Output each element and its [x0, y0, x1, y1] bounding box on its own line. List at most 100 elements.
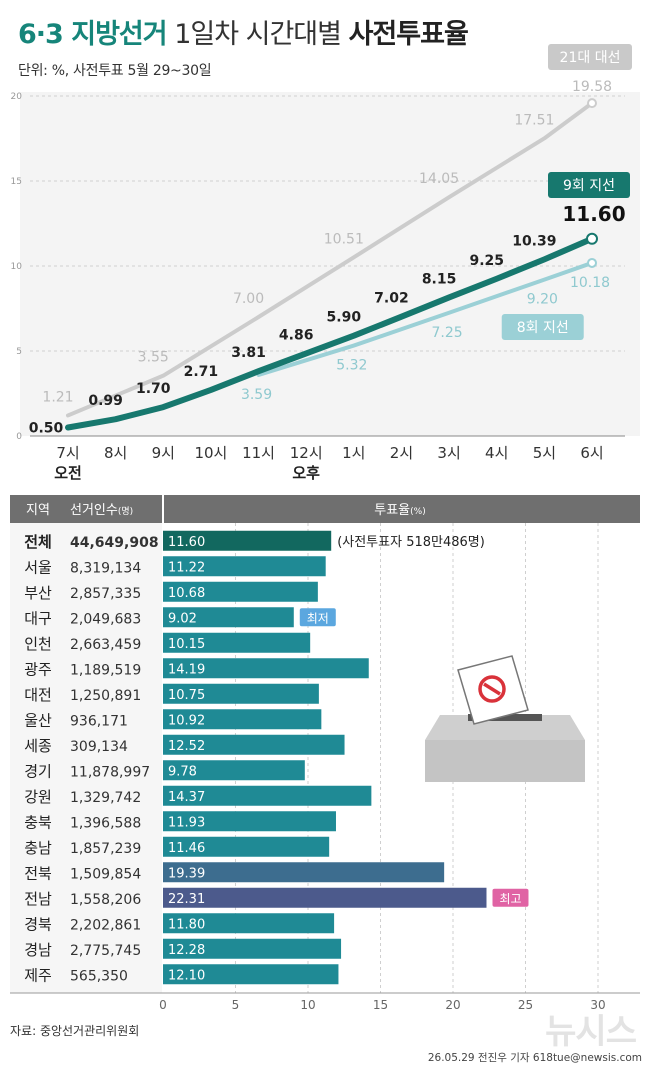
bar	[163, 887, 487, 908]
regional-turnout-bar-chart: 지역 선거인수(명) 투표율(%) 0 5 10 15 20 25 30 전체 44,649,908 1…	[10, 495, 640, 1012]
data-label: 17.51	[514, 112, 554, 128]
row-region: 제주	[24, 966, 52, 984]
table-header	[10, 495, 640, 523]
left-panel	[10, 523, 163, 993]
row-region: 광주	[24, 660, 52, 678]
data-label: 2.71	[184, 364, 219, 380]
bar-value-label: 12.28	[168, 943, 205, 958]
row-voters: 1,558,206	[70, 892, 141, 908]
header-rate: 투표율(%)	[374, 503, 425, 518]
y-tick-label: 0	[16, 432, 22, 442]
bar	[163, 785, 372, 806]
legend-tag-9	[548, 172, 630, 198]
x-tick-label: 10	[300, 998, 315, 1012]
data-label: 14.05	[419, 171, 459, 187]
bar-value-label: 12.10	[168, 968, 205, 983]
x-tick-label: 20	[445, 998, 460, 1012]
bar	[163, 862, 445, 883]
row-region: 인천	[24, 635, 52, 653]
legend-tag-label: 8회 지선	[517, 320, 569, 336]
x-tick-label: 11시	[242, 444, 275, 462]
x-period-label: 오후	[292, 464, 320, 482]
chart-title: 6·3 지방선거 1일차 시간대별 사전투표율	[18, 12, 469, 51]
bar	[163, 658, 369, 679]
bar-value-label: 11.93	[168, 815, 205, 830]
bar-value-label: 11.80	[168, 917, 205, 932]
title-part-2: 1일차 시간대별	[174, 19, 342, 50]
bar	[163, 607, 294, 628]
row-region: 경북	[24, 915, 52, 933]
row-voters: 1,509,854	[70, 866, 141, 882]
ballot-stamp-icon	[478, 675, 506, 703]
bar-value-label: 11.46	[168, 841, 205, 856]
data-label: 1.21	[42, 389, 73, 405]
row-voters: 2,775,745	[70, 943, 141, 959]
ballot-box-body	[425, 740, 585, 782]
row-region: 대구	[24, 609, 52, 627]
data-label: 7.25	[432, 325, 463, 341]
bar-value-label: 14.37	[168, 790, 205, 805]
data-label: 0.50	[29, 421, 64, 437]
x-tick-label: 2시	[390, 444, 413, 462]
credit-line: 26.05.29 전진우 기자 618tue@newsis.com	[427, 1052, 642, 1064]
bar	[163, 938, 342, 959]
series-end-marker	[586, 232, 598, 245]
data-label: 3.55	[138, 350, 169, 366]
series-line	[65, 235, 595, 431]
row-region: 세종	[24, 737, 52, 755]
row-voters: 1,857,239	[70, 841, 141, 857]
x-tick-label: 30	[590, 998, 605, 1012]
x-tick-label: 4시	[485, 444, 508, 462]
bar-value-label: 9.02	[168, 611, 197, 626]
bar	[163, 964, 339, 985]
bar	[163, 632, 311, 653]
row-region: 충북	[24, 813, 52, 831]
row-region: 울산	[24, 711, 52, 729]
data-label: 10.18	[570, 275, 610, 291]
x-tick-label: 10시	[194, 444, 227, 462]
data-label: 5.90	[327, 310, 362, 326]
data-label: 10.39	[512, 233, 556, 249]
x-tick-label: 15	[373, 998, 388, 1012]
series-line	[66, 101, 594, 418]
data-label: 11.60	[562, 202, 625, 226]
data-label: 4.86	[279, 327, 314, 343]
bar-value-label: 11.60	[168, 535, 205, 550]
row-region: 서울	[24, 558, 52, 576]
row-voters: 2,857,335	[70, 586, 141, 602]
rank-badge	[492, 888, 529, 907]
bar-value-label: 10.92	[168, 713, 205, 728]
row-voters: 1,396,588	[70, 815, 141, 831]
row-voters: 8,319,134	[70, 560, 141, 576]
data-label: 7.00	[233, 291, 264, 307]
ballot-stamp-mark	[483, 682, 501, 696]
data-label: 7.02	[374, 291, 409, 307]
bar-value-label: 22.31	[168, 892, 205, 907]
data-label: 0.99	[88, 393, 123, 409]
total-note: (사전투표자 518만486명)	[337, 535, 485, 550]
series-line	[256, 260, 594, 377]
chart-subtitle: 단위: %, 사전투표 5월 29~30일	[18, 63, 212, 79]
data-label: 5.32	[336, 358, 367, 374]
row-region: 전북	[24, 864, 52, 882]
bar	[163, 836, 330, 857]
ballot-box-lid	[425, 715, 585, 740]
x-tick-label: 3시	[437, 444, 460, 462]
title-part-3: 사전투표율	[348, 19, 469, 50]
x-tick-label: 9시	[152, 444, 175, 462]
rank-badge-label: 최저	[307, 611, 329, 625]
data-label: 10.51	[324, 231, 364, 247]
row-region: 강원	[24, 788, 52, 806]
data-label: 9.25	[469, 253, 504, 269]
x-tick-label: 0	[159, 998, 167, 1012]
bar-value-label: 12.52	[168, 739, 205, 754]
row-voters: 1,329,742	[70, 790, 141, 806]
x-tick-label: 1시	[342, 444, 365, 462]
x-tick-label: 12시	[290, 444, 323, 462]
row-voters: 11,878,997	[70, 764, 150, 780]
bar	[163, 683, 319, 704]
legend-tag-label: 21대 대선	[560, 50, 621, 66]
row-voters: 565,350	[70, 968, 128, 984]
row-region: 충남	[24, 839, 52, 857]
bar-value-label: 14.19	[168, 662, 205, 677]
